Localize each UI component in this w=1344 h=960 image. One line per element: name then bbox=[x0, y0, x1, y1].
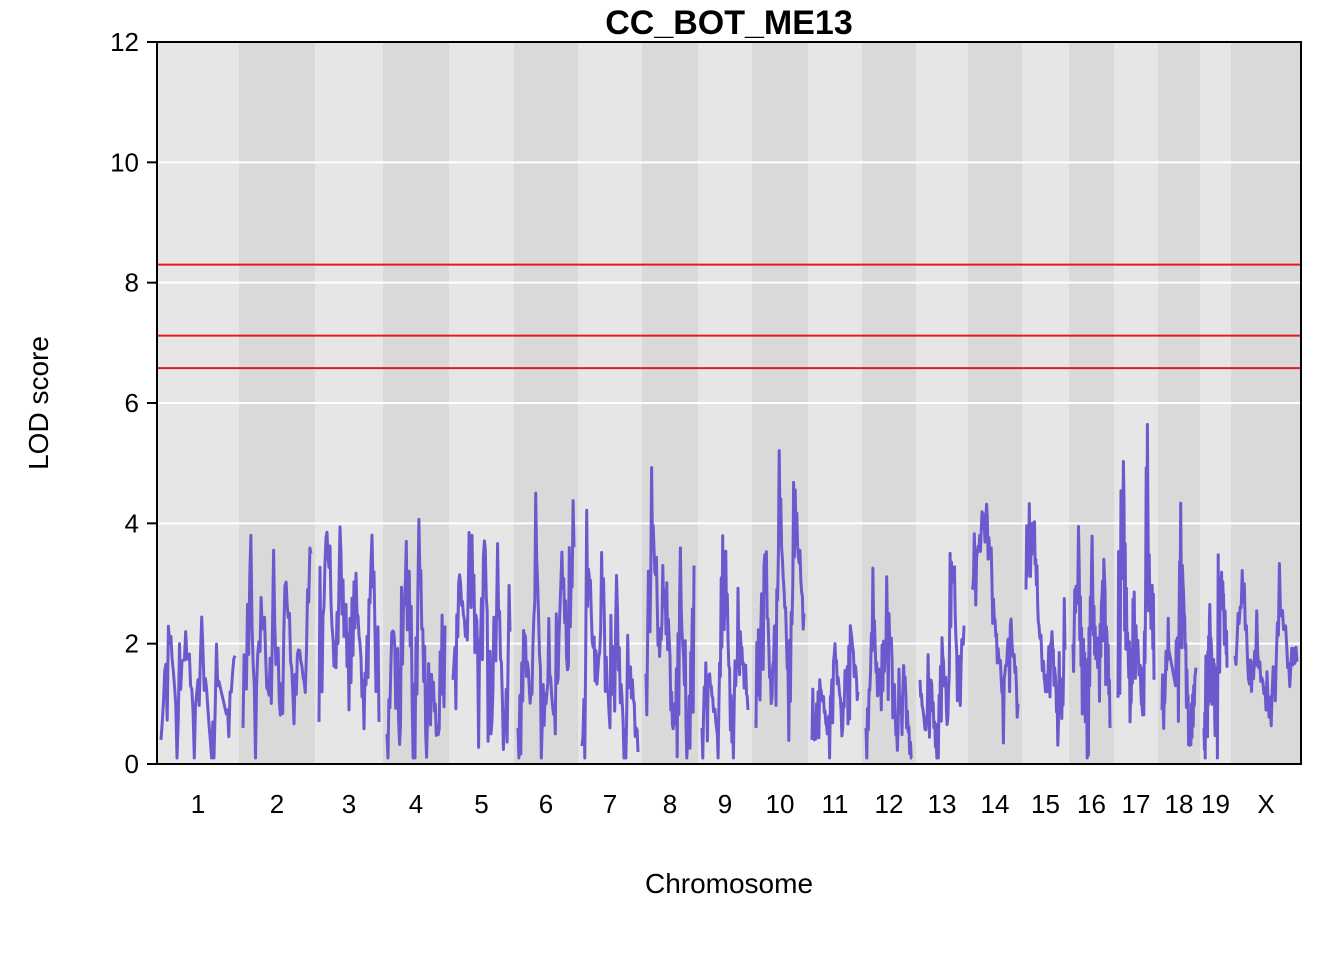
y-tick-label: 12 bbox=[110, 27, 139, 57]
x-tick-label: 9 bbox=[718, 789, 732, 819]
y-tick-label: 6 bbox=[125, 388, 139, 418]
y-axis-title: LOD score bbox=[23, 336, 54, 470]
y-tick-label: 10 bbox=[110, 147, 139, 177]
lod-line-chr-11 bbox=[810, 624, 860, 760]
lod-line-chr-14 bbox=[970, 502, 1020, 745]
lod-line-chr-5 bbox=[451, 531, 512, 751]
y-tick-label: 8 bbox=[125, 268, 139, 298]
x-tick-label: 13 bbox=[928, 789, 957, 819]
y-axis: 0 2 4 6 8 10 12 bbox=[110, 27, 157, 779]
x-tick-label: 14 bbox=[981, 789, 1010, 819]
lod-line-chr-9 bbox=[700, 534, 750, 760]
lod-line-chr-15 bbox=[1024, 502, 1067, 747]
x-tick-label: 8 bbox=[663, 789, 677, 819]
lod-line-chr-13 bbox=[918, 551, 966, 760]
x-axis-title: Chromosome bbox=[645, 868, 813, 899]
x-tick-label: 5 bbox=[474, 789, 488, 819]
x-tick-label: 11 bbox=[822, 789, 849, 819]
x-tick-label: 16 bbox=[1077, 789, 1106, 819]
lod-line-chr-10 bbox=[754, 449, 806, 742]
y-tick-label: 4 bbox=[125, 508, 139, 538]
lod-line-chr-8 bbox=[644, 466, 696, 760]
lod-line-chr-3 bbox=[317, 525, 381, 731]
lod-line-chr-18 bbox=[1160, 501, 1198, 747]
lod-line-chr-19 bbox=[1202, 553, 1229, 760]
lod-series bbox=[159, 422, 1299, 760]
lod-line-chr-12 bbox=[864, 566, 913, 760]
lod-line-chr-16 bbox=[1071, 525, 1112, 760]
x-tick-label: 3 bbox=[342, 789, 356, 819]
lod-line-chr-7 bbox=[580, 508, 640, 760]
y-tick-label: 0 bbox=[125, 749, 139, 779]
x-tick-label: 17 bbox=[1122, 789, 1151, 819]
lod-line-chr-1 bbox=[159, 615, 237, 760]
x-tick-label: 15 bbox=[1031, 789, 1060, 819]
chart-title: CC_BOT_ME13 bbox=[605, 4, 853, 42]
x-tick-label: 18 bbox=[1165, 789, 1194, 819]
x-tick-label: 1 bbox=[191, 789, 205, 819]
x-tick-label: 2 bbox=[270, 789, 284, 819]
x-tick-label: 6 bbox=[539, 789, 553, 819]
lod-line-chr-2 bbox=[241, 533, 313, 760]
x-tick-label: 19 bbox=[1201, 789, 1230, 819]
x-tick-label: 4 bbox=[409, 789, 423, 819]
x-axis: 1 2 3 4 5 6 7 8 9 10 11 12 13 14 15 16 17 18 19 X bbox=[191, 789, 1275, 819]
x-tick-label: 12 bbox=[875, 789, 904, 819]
lod-line-chr-17 bbox=[1116, 422, 1156, 724]
x-tick-label: 10 bbox=[766, 789, 795, 819]
threshold-lines bbox=[157, 263, 1301, 370]
x-tick-label: X bbox=[1257, 789, 1274, 819]
lod-line-chr-4 bbox=[385, 517, 447, 760]
lod-line-chr-X bbox=[1233, 562, 1299, 728]
x-tick-label: 7 bbox=[603, 789, 617, 819]
y-tick-label: 2 bbox=[125, 629, 139, 659]
lod-line-chr-6 bbox=[516, 491, 576, 760]
